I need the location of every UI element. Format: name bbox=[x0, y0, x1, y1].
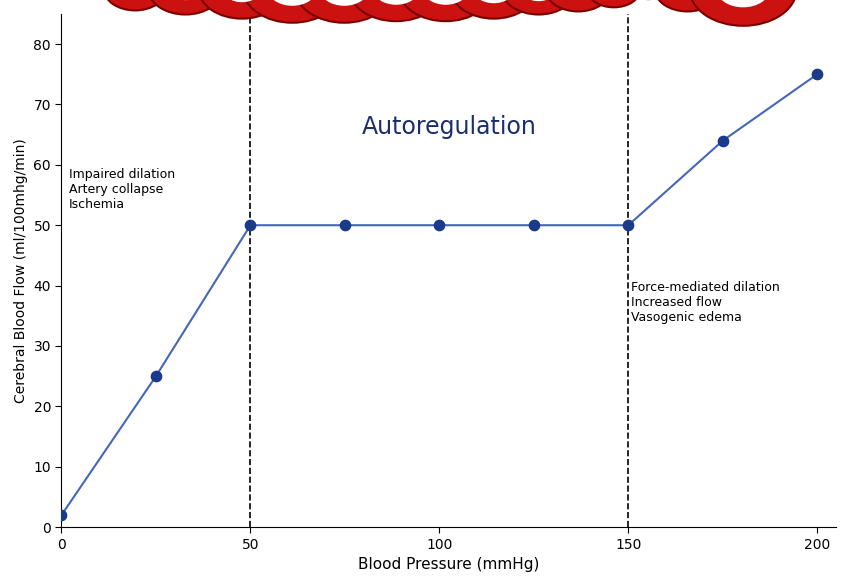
Point bbox=[338, 220, 352, 230]
Point bbox=[527, 220, 541, 230]
Text: Impaired dilation
Artery collapse
Ischemia: Impaired dilation Artery collapse Ischem… bbox=[69, 168, 175, 211]
Point bbox=[621, 220, 635, 230]
Point bbox=[810, 70, 824, 79]
Point bbox=[244, 220, 258, 230]
Text: Autoregulation: Autoregulation bbox=[361, 115, 536, 139]
Point bbox=[433, 220, 446, 230]
Text: Force-mediated dilation
Increased flow
Vasogenic edema: Force-mediated dilation Increased flow V… bbox=[631, 281, 779, 324]
Point bbox=[716, 136, 729, 145]
Point bbox=[149, 372, 162, 381]
X-axis label: Blood Pressure (mmHg): Blood Pressure (mmHg) bbox=[358, 557, 540, 572]
Point bbox=[54, 510, 68, 520]
Y-axis label: Cerebral Blood Flow (ml/100mhg/min): Cerebral Blood Flow (ml/100mhg/min) bbox=[14, 138, 28, 403]
